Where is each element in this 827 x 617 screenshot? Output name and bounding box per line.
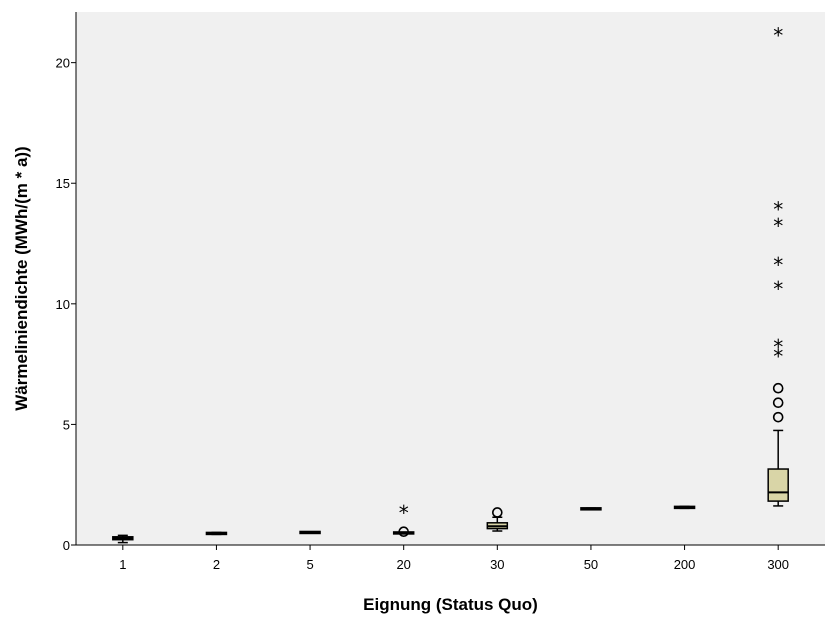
iqr-box [767, 468, 789, 502]
outlier-star: * [773, 344, 783, 368]
box-300: ******* [767, 24, 789, 507]
x-tick-label: 20 [396, 557, 410, 572]
outlier-star: * [773, 197, 783, 221]
box-20: * [392, 501, 415, 538]
box-2 [205, 531, 228, 536]
x-tick-label: 200 [674, 557, 696, 572]
box-1 [112, 534, 134, 544]
plot-area [76, 12, 825, 545]
x-axis-title: Eignung (Status Quo) [363, 595, 538, 614]
box-5 [299, 530, 321, 535]
x-axis: 1 2 5 20 30 50 200 300 [76, 544, 825, 572]
y-tick-label: 20 [56, 56, 70, 71]
outlier-star: * [773, 24, 783, 48]
x-tick-label: 5 [306, 557, 313, 572]
y-axis-title: Wärmeliniendichte (MWh/(m * a)) [12, 146, 31, 410]
y-tick-label: 10 [56, 297, 70, 312]
outlier-circle [772, 382, 784, 394]
box-200 [673, 505, 696, 510]
outlier-star: * [773, 335, 783, 359]
x-tick-label: 50 [584, 557, 598, 572]
x-tick-label: 30 [490, 557, 504, 572]
box-50 [580, 507, 602, 511]
boxes: ******** [112, 24, 789, 544]
y-tick-label: 0 [63, 538, 70, 553]
box-30 [486, 507, 509, 532]
x-tick-label: 300 [767, 557, 789, 572]
y-tick-label: 15 [56, 176, 70, 191]
y-axis: 0 5 10 15 20 [56, 12, 77, 553]
x-tick-label: 1 [119, 557, 126, 572]
outlier-star: * [773, 214, 783, 238]
x-tick-label: 2 [213, 557, 220, 572]
outlier-star: * [773, 277, 783, 301]
outlier-circle [492, 507, 503, 518]
outlier-circle [772, 397, 784, 409]
outlier-star: * [399, 501, 409, 525]
outlier-circle [398, 526, 409, 538]
outlier-star: * [773, 253, 783, 277]
y-tick-label: 5 [63, 417, 70, 432]
outlier-circle [772, 411, 784, 423]
